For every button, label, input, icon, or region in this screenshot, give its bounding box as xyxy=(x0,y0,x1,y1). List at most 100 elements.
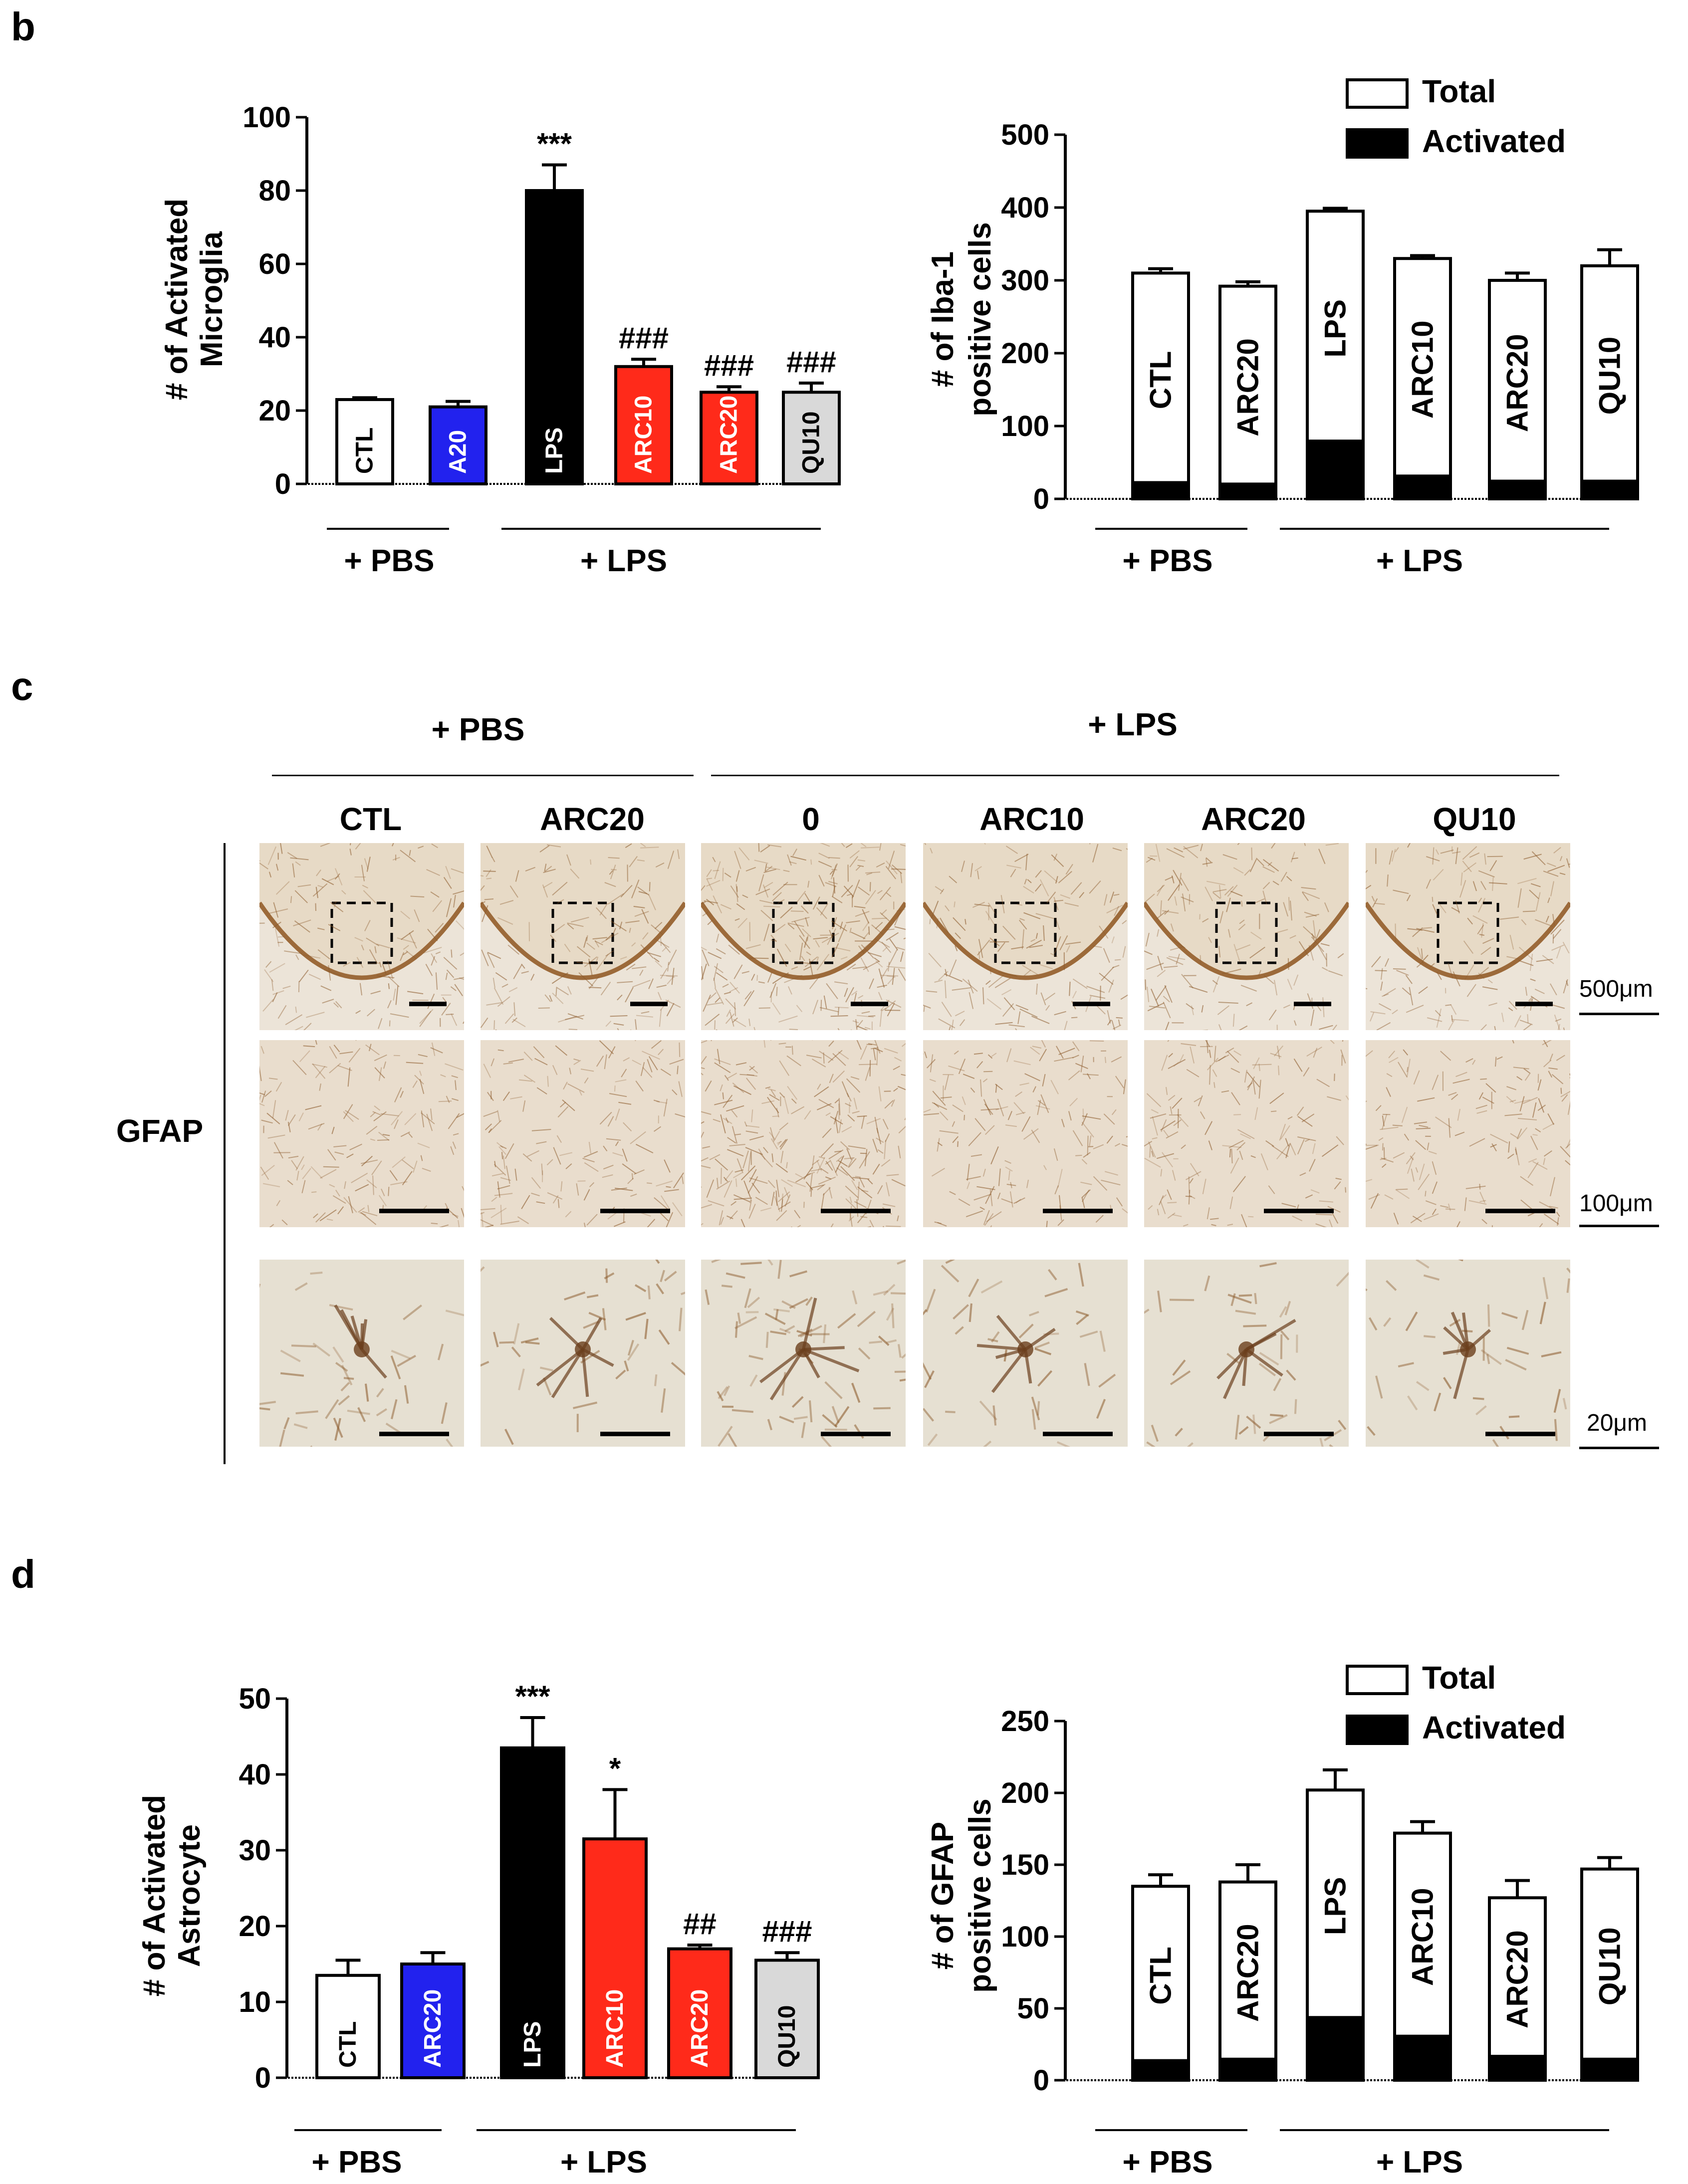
chart3-y-axis-label: # of Activated xyxy=(137,1795,172,1996)
micrograph-r1-c3 xyxy=(701,843,906,1030)
chart4-bar-activated xyxy=(1488,2055,1546,2082)
chart3-significance-mark: *** xyxy=(515,1680,550,1713)
micrograph-r1-c2 xyxy=(481,843,685,1030)
chart1-bar-label: CTL xyxy=(352,428,378,474)
panel-letter-b: b xyxy=(11,4,35,49)
chart1-bar-label: A20 xyxy=(445,430,472,474)
chart1-significance-mark: ### xyxy=(619,321,669,355)
chart3-bar xyxy=(582,1837,648,2079)
chart4-y-tick-label: 250 xyxy=(1001,1705,1049,1738)
chart3-y-tick-label: 50 xyxy=(239,1683,271,1715)
chart1-bar xyxy=(782,391,841,485)
chart2-group-label: + PBS xyxy=(1123,544,1213,578)
chart2-y-tick-label: 500 xyxy=(1001,119,1049,151)
chart2-bar-activated xyxy=(1581,479,1639,500)
chart2-y-tick-label: 400 xyxy=(1001,192,1049,224)
group-label-lps: + LPS xyxy=(1088,706,1178,742)
chart3-significance-mark: ### xyxy=(762,1915,812,1948)
chart1-bar xyxy=(700,391,758,485)
chart3-bar-label: CTL xyxy=(335,2021,361,2068)
chart2-y-tick-label: 300 xyxy=(1001,264,1049,297)
micrograph-r2-c6 xyxy=(1366,1040,1570,1227)
micrograph-r1-c5 xyxy=(1144,843,1349,1030)
chart2-bar-label: QU10 xyxy=(1593,337,1627,415)
chart1-y-tick-label: 20 xyxy=(258,395,291,427)
chart3-y-tick-label: 20 xyxy=(239,1910,271,1943)
chart1-y-tick-label: 40 xyxy=(258,321,291,354)
column-header-qu10: QU10 xyxy=(1433,801,1516,837)
micrograph-r2-c1 xyxy=(259,1040,464,1227)
group-line-pbs xyxy=(272,775,694,776)
chart1-significance-mark: ### xyxy=(704,349,754,382)
chart4-bar-label: CTL xyxy=(1144,1947,1178,2005)
row-label-gfap: GFAP xyxy=(116,1113,204,1149)
chart1-y-tick-label: 60 xyxy=(258,248,291,280)
chart3-bar-label: QU10 xyxy=(774,2005,800,2068)
chart3-y-tick-label: 30 xyxy=(239,1834,271,1867)
panel-letter-d: d xyxy=(11,1552,35,1596)
chart2-bar-activated xyxy=(1219,482,1277,500)
micrograph-r2-c3 xyxy=(701,1040,906,1227)
chart4-bar-activated xyxy=(1581,2057,1639,2081)
chart1-group-label: + LPS xyxy=(580,544,667,578)
chart1-y-axis-label: # of Activated xyxy=(160,199,194,400)
chart2-y-axis-label: positive cells xyxy=(963,222,997,416)
chart4-bar-label: LPS xyxy=(1319,1877,1352,1935)
chart3-bar xyxy=(754,1959,820,2079)
chart4-legend-swatch-activated xyxy=(1346,1715,1409,1745)
chart1-bar xyxy=(525,189,584,485)
chart3-bar-label: ARC20 xyxy=(420,1989,446,2068)
micrograph-r2-c4 xyxy=(923,1040,1128,1227)
chart3-y-tick-label: 10 xyxy=(239,1986,271,2018)
scale-label-500um: 500μm xyxy=(1579,976,1653,1002)
chart3-bar xyxy=(400,1963,466,2079)
chart2-bar-label: ARC20 xyxy=(1501,334,1534,432)
chart2-bar-label: ARC10 xyxy=(1406,320,1440,419)
micrograph-r3-c3 xyxy=(701,1260,906,1447)
scale-line-500um xyxy=(1579,1013,1659,1015)
chart1-bar xyxy=(335,398,394,486)
chart2-bar-label: CTL xyxy=(1144,351,1178,410)
chart3-y-axis-label: Astrocyte xyxy=(172,1824,207,1967)
group-label-pbs: + PBS xyxy=(431,711,525,747)
chart1-bar-label: QU10 xyxy=(798,412,825,474)
chart3-bar-label: LPS xyxy=(519,2021,546,2068)
chart1-bar xyxy=(614,365,673,485)
scale-label-20um: 20μm xyxy=(1587,1410,1648,1436)
micrograph-r3-c1 xyxy=(259,1260,464,1447)
chart2-bar-total xyxy=(1580,264,1639,500)
chart3-bar-label: ARC10 xyxy=(602,1989,628,2068)
chart2-bar-activated xyxy=(1132,481,1190,500)
chart2-legend-label-total: Total xyxy=(1422,73,1496,109)
chart2-bar-total xyxy=(1393,257,1452,500)
micrograph-r2-c2 xyxy=(481,1040,685,1227)
chart4-y-axis-label: positive cells xyxy=(963,1798,997,1992)
chart3-group-label: + LPS xyxy=(560,2145,647,2180)
micrograph-r2-c5 xyxy=(1144,1040,1349,1227)
chart3-significance-mark: ## xyxy=(683,1907,717,1941)
scale-line-100um xyxy=(1579,1225,1659,1227)
column-header-arc20: ARC20 xyxy=(540,801,645,837)
column-header-0: 0 xyxy=(802,801,820,837)
chart3-bar xyxy=(667,1947,732,2080)
chart2-bar-activated xyxy=(1394,474,1451,500)
chart2-group-label: + LPS xyxy=(1376,544,1463,578)
chart3-bar xyxy=(315,1973,381,2080)
chart1-bar-label: ARC20 xyxy=(716,396,742,474)
chart3-bar-label: ARC20 xyxy=(687,1989,713,2068)
micrograph-r1-c6 xyxy=(1366,843,1570,1030)
chart1-group-label: + PBS xyxy=(344,544,435,578)
chart4-legend-swatch-total xyxy=(1346,1665,1409,1695)
micrograph-r3-c4 xyxy=(923,1260,1128,1447)
chart2-bar-activated xyxy=(1306,439,1364,500)
chart4-legend-label-activated: Activated xyxy=(1422,1710,1566,1746)
chart1-bar-label: ARC10 xyxy=(631,396,657,474)
chart2-legend-swatch-total xyxy=(1346,78,1409,109)
chart4-group-label: + PBS xyxy=(1123,2145,1213,2180)
chart1-significance-mark: *** xyxy=(537,127,572,161)
micrograph-r1-c4 xyxy=(923,843,1128,1030)
chart3-significance-mark: * xyxy=(609,1751,621,1785)
chart4-y-tick-label: 100 xyxy=(1001,1921,1049,1953)
chart1-significance-mark: ### xyxy=(786,345,836,379)
chart4-bar-activated xyxy=(1306,2016,1364,2082)
